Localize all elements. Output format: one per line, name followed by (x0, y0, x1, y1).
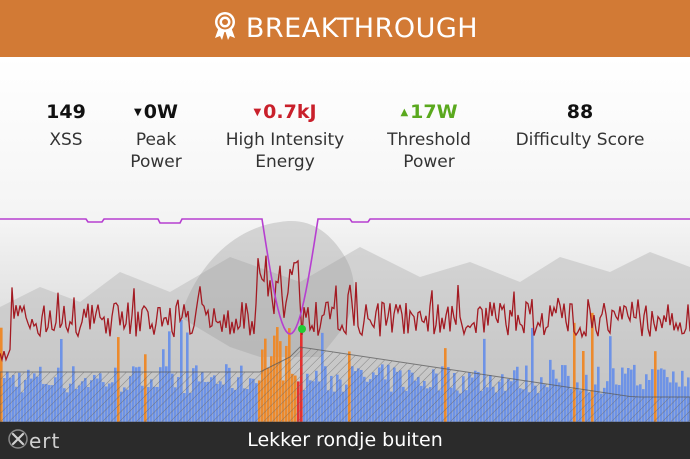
power-bar (591, 312, 594, 422)
xert-logo: ert (8, 428, 60, 454)
stat-label: Threshold Power (387, 130, 471, 172)
power-bar (657, 369, 660, 422)
stat-value: 149 (46, 101, 86, 123)
page-title: BREAKTHROUGH (245, 13, 479, 44)
stats-row: 149 XSS ▼ 0W Peak Power ▼ 0.7kJ High Intensity En… (0, 100, 690, 180)
stat-value: 88 (566, 101, 594, 123)
power-bar (531, 327, 534, 422)
power-bar (627, 367, 630, 422)
stat-tp: ▲ 17W Threshold Power (349, 100, 509, 173)
stat-value: ▼ 0W (134, 101, 178, 123)
stat-label: Peak Power (130, 130, 182, 172)
stat-peak: ▼ 0W Peak Power (76, 100, 236, 173)
power-bar (573, 322, 576, 422)
header-bar: BREAKTHROUGH (0, 0, 690, 57)
stat-label: High Intensity Energy (225, 130, 345, 172)
power-bar (663, 369, 666, 422)
stat-hie: ▼ 0.7kJ High Intensity Energy (205, 100, 365, 173)
power-bar (654, 351, 657, 422)
trend-down-icon: ▼ (134, 106, 142, 118)
stat-label: Difficulty Score (515, 130, 645, 150)
stat-label: XSS (49, 130, 83, 150)
power-bar (633, 364, 636, 422)
power-bar (180, 319, 183, 422)
signature-area (0, 346, 690, 422)
power-bar (621, 367, 624, 422)
stat-value: ▼ 0.7kJ (253, 101, 317, 123)
award-ribbon-icon (212, 11, 238, 46)
stat-value: ▲ 17W (400, 101, 458, 123)
power-bar (660, 368, 663, 422)
footer-bar: ert Lekker rondje buiten (0, 422, 690, 459)
brand-text: ert (29, 429, 61, 453)
power-line (0, 255, 690, 363)
xert-logo-icon (8, 428, 28, 454)
power-bar (681, 370, 684, 422)
power-bar (609, 336, 612, 422)
workout-chart (0, 57, 690, 422)
stat-xss: 149 XSS (0, 100, 146, 151)
power-bar (651, 369, 654, 422)
trend-down-icon: ▼ (253, 106, 262, 118)
power-bar (582, 350, 585, 422)
mpa-line (0, 218, 690, 335)
activity-name: Lekker rondje buiten (247, 429, 443, 451)
breakthrough-marker (298, 325, 306, 333)
power-bar (630, 369, 633, 422)
trend-up-icon: ▲ (400, 106, 409, 118)
stat-diff: 88 Difficulty Score (500, 100, 660, 151)
